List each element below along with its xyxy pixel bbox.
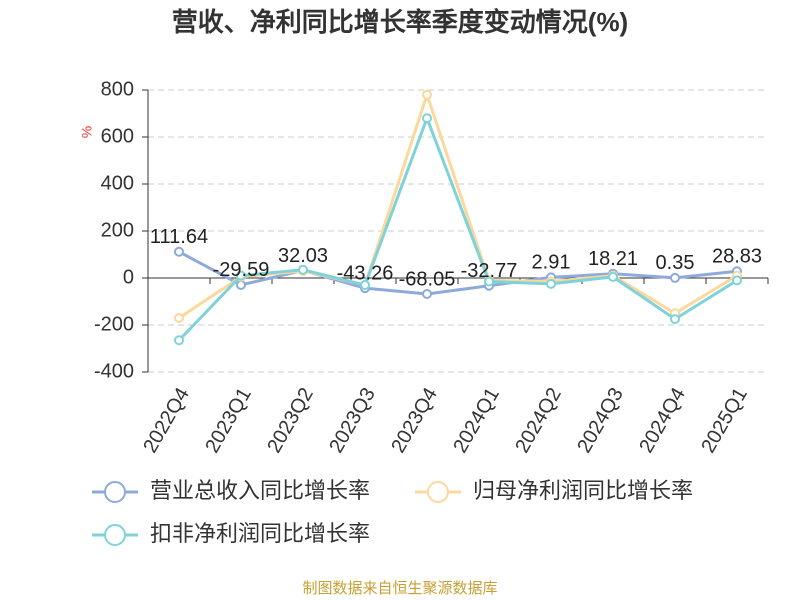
data-label: 18.21 (588, 248, 638, 270)
y-tick-label: -400 (94, 360, 134, 382)
legend-label: 扣非净利润同比增长率 (150, 521, 370, 546)
x-tick-label: 2023Q2 (263, 384, 318, 457)
x-tick-label: 2023Q1 (201, 384, 256, 457)
data-point (174, 335, 184, 346)
data-label: 0.35 (656, 252, 695, 274)
x-tick-label: 2022Q4 (139, 384, 194, 457)
data-label: 28.83 (712, 246, 762, 268)
legend-item[interactable]: 扣非净利润同比增长率 (92, 521, 370, 546)
legend-label: 营业总收入同比增长率 (150, 478, 370, 503)
data-label: 2.91 (532, 252, 571, 274)
y-tick-label: 200 (101, 219, 134, 241)
data-point (236, 270, 246, 281)
data-label: -68.05 (399, 268, 456, 290)
data-point (236, 279, 246, 290)
data-label: -43.26 (337, 262, 394, 284)
data-point (422, 89, 432, 100)
legend-marker (427, 481, 449, 503)
legend-item[interactable]: 营业总收入同比增长率 (92, 478, 370, 503)
data-point (422, 288, 432, 299)
chart-title: 营收、净利同比增长率季度变动情况(%) (172, 7, 628, 37)
data-point (360, 280, 370, 291)
x-tick-label: 2023Q3 (325, 384, 380, 457)
legend-marker (104, 524, 126, 546)
data-point (484, 276, 494, 287)
data-label: 111.64 (150, 226, 208, 248)
series-line (178, 89, 738, 320)
data-point (422, 113, 432, 124)
y-tick-label: 800 (101, 78, 134, 100)
data-label: 32.03 (278, 245, 328, 267)
data-point (174, 246, 184, 257)
data-label: -29.59 (213, 259, 270, 281)
data-point (546, 278, 556, 289)
y-tick-label: 0 (123, 266, 134, 288)
y-axis-label: % (79, 126, 95, 138)
data-point (732, 275, 742, 286)
y-tick-label: 400 (101, 172, 134, 194)
data-point (174, 312, 184, 323)
legend-item[interactable]: 归母净利润同比增长率 (415, 478, 693, 503)
data-point (298, 264, 308, 275)
legend-marker (104, 481, 126, 503)
data-point (670, 272, 680, 283)
series-line (177, 113, 738, 342)
legend-label: 归母净利润同比增长率 (473, 478, 693, 503)
data-point (670, 314, 680, 325)
y-tick-label: 600 (101, 125, 134, 147)
source-note: 制图数据来自恒生聚源数据库 (302, 580, 497, 597)
x-tick-label: 2024Q3 (573, 384, 628, 457)
y-tick-label: -200 (94, 313, 134, 335)
data-label: -32.77 (461, 260, 518, 282)
x-tick-label: 2024Q4 (635, 384, 690, 457)
data-point (608, 271, 618, 282)
x-tick-label: 2024Q2 (511, 384, 566, 457)
series-line (178, 250, 738, 296)
x-tick-label: 2024Q1 (449, 384, 504, 457)
x-tick-label: 2023Q4 (387, 384, 442, 457)
x-tick-label: 2025Q1 (697, 384, 752, 457)
